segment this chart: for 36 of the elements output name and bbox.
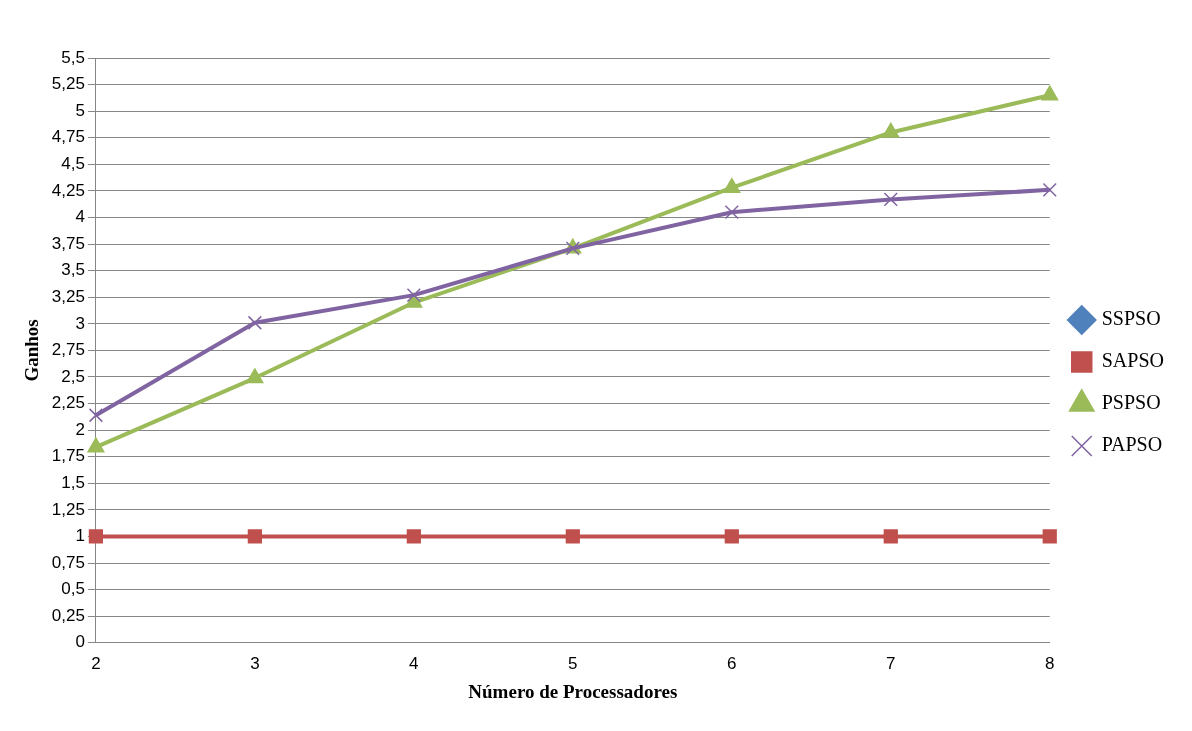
y-tick-label: 4,5 [61,154,85,174]
legend-label: PSPSO [1101,391,1161,414]
y-tick-label: 4,75 [51,127,85,147]
y-tick-label: 2,25 [51,393,85,413]
y-tick-label: 2,75 [51,340,85,360]
y-tick-label: 0 [75,632,85,652]
y-tick-label: 4 [75,207,85,227]
y-tick-label: 2,5 [61,366,85,386]
legend-label: PAPSO [1101,433,1163,456]
y-tick-label: 0,25 [51,605,85,625]
y-tick-label: 1 [75,526,85,546]
y-tick-label: 5,25 [51,74,85,94]
legend-label: SAPSO [1101,349,1165,372]
x-tick-label: 3 [250,653,260,673]
y-tick-label: 1,5 [61,473,85,492]
x-tick-label: 4 [409,653,419,673]
x-tick-label: 2 [91,653,101,673]
y-tick-label: 3,5 [61,260,85,280]
y-tick-label: 5,5 [61,47,85,67]
legend-label: SSPSO [1101,307,1161,330]
y-tick-label: 3,75 [51,233,85,253]
x-tick-label: 8 [1045,653,1055,673]
y-tick-label: 4,25 [51,180,85,200]
y-tick-label: 0,75 [51,552,85,572]
y-tick-label: 2 [75,419,85,439]
x-axis-title: Número de Processadores [468,680,678,702]
x-tick-label: 6 [727,653,737,673]
x-tick-label: 5 [568,653,578,673]
y-tick-label: 3 [75,313,85,333]
y-tick-label: 0,5 [61,579,85,599]
y-tick-label: 1,75 [51,446,85,466]
y-tick-label: 5 [75,100,85,120]
x-tick-label: 7 [886,653,896,673]
y-tick-label: 3,25 [51,286,85,306]
y-axis-title: Ganhos [21,319,43,382]
y-tick-label: 1,25 [51,499,85,519]
